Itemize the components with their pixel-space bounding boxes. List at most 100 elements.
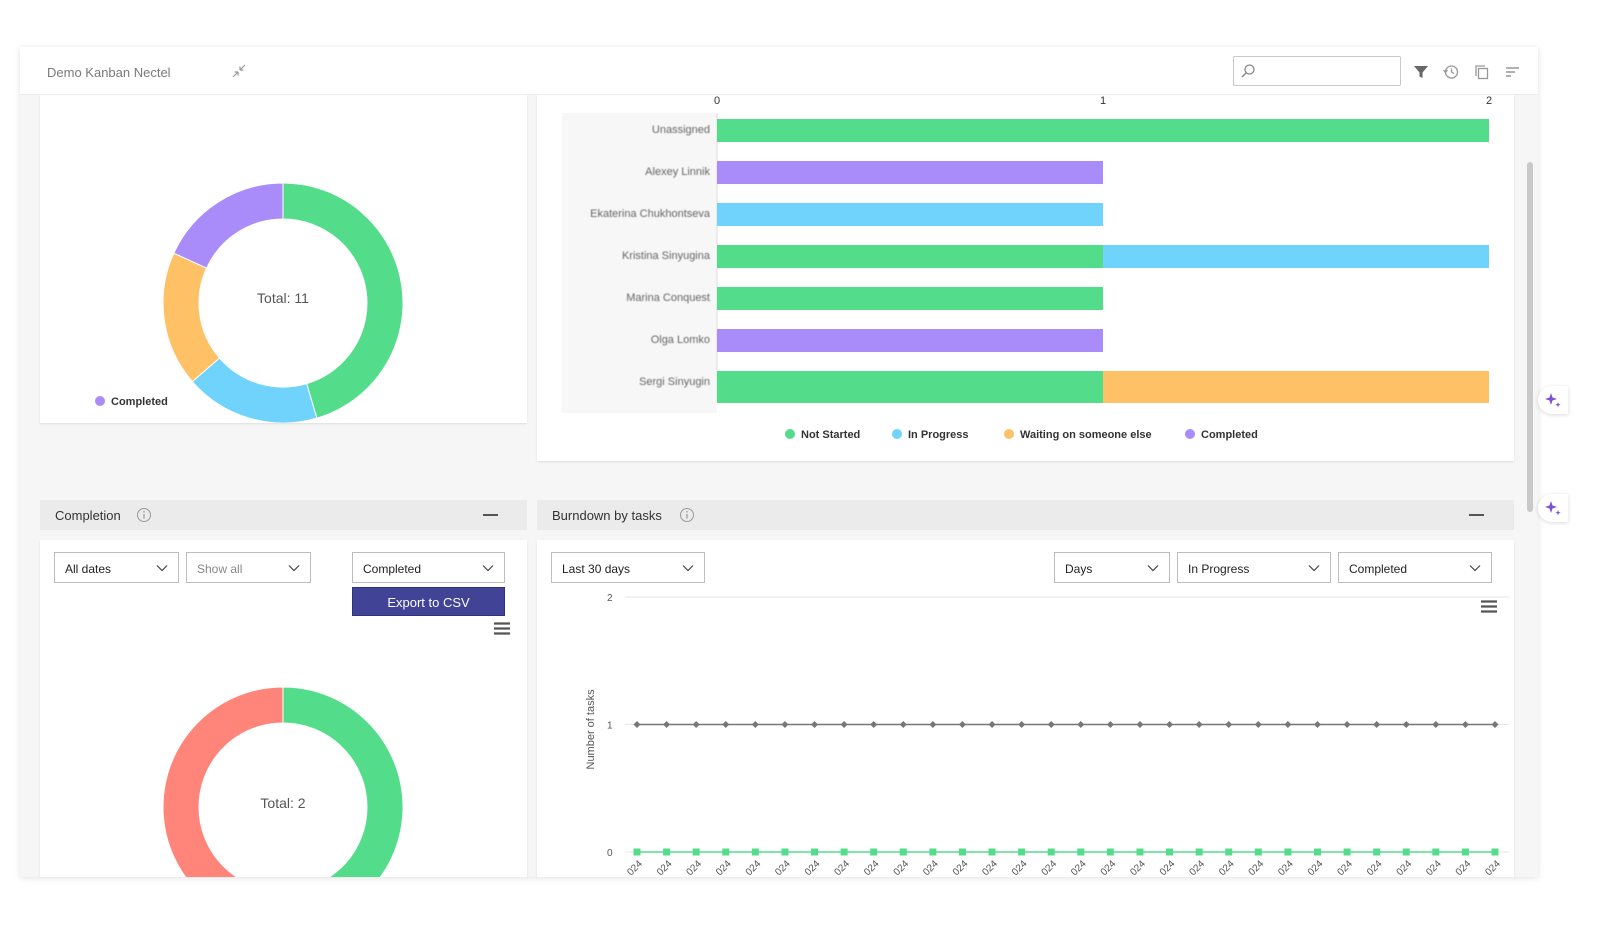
data-point[interactable] <box>958 721 966 728</box>
legend-item[interactable]: In Progress <box>892 429 969 441</box>
copy-icon[interactable] <box>1473 63 1491 81</box>
unit-select[interactable]: Days <box>1054 552 1170 583</box>
data-point[interactable] <box>870 848 878 856</box>
scrollbar-thumb[interactable] <box>1527 162 1533 512</box>
data-point[interactable] <box>1491 848 1499 856</box>
data-point[interactable] <box>1195 848 1203 856</box>
data-point[interactable] <box>1047 721 1055 728</box>
series-b-select[interactable]: Completed <box>1338 552 1492 583</box>
data-point[interactable] <box>1047 848 1055 856</box>
bar-not-started[interactable] <box>717 245 1103 268</box>
data-point[interactable] <box>1461 848 1469 856</box>
data-point[interactable] <box>633 848 641 856</box>
info-icon[interactable] <box>679 507 695 523</box>
data-point[interactable] <box>1343 848 1351 856</box>
export-csv-button[interactable]: Export to CSV <box>352 587 505 616</box>
bar-not-started[interactable] <box>717 119 1489 142</box>
data-point[interactable] <box>1166 848 1174 856</box>
data-point[interactable] <box>1402 721 1410 728</box>
data-point[interactable] <box>1461 721 1469 728</box>
status-slice-not-started[interactable] <box>282 183 403 419</box>
data-point[interactable] <box>1313 848 1321 856</box>
data-point[interactable] <box>1254 848 1262 856</box>
legend-item[interactable]: Not Started <box>785 429 860 441</box>
data-point[interactable] <box>1432 721 1440 728</box>
data-point[interactable] <box>692 848 700 856</box>
ai-assist-button-2[interactable] <box>1538 494 1568 522</box>
data-point[interactable] <box>722 721 730 728</box>
chart-menu-icon[interactable] <box>1481 600 1497 613</box>
data-point[interactable] <box>633 721 641 728</box>
data-point[interactable] <box>988 721 996 728</box>
bar-waiting-on-someone-else[interactable] <box>1103 371 1489 403</box>
data-point[interactable] <box>751 848 759 856</box>
data-point[interactable] <box>1077 848 1085 856</box>
data-point[interactable] <box>781 848 789 856</box>
bar-not-started[interactable] <box>717 287 1103 310</box>
data-point[interactable] <box>1225 848 1233 856</box>
filter-icon[interactable] <box>1412 63 1430 81</box>
minimize-burndown-button[interactable] <box>1469 514 1484 516</box>
bar-in-progress[interactable] <box>717 203 1103 226</box>
data-point[interactable] <box>781 721 789 728</box>
search-input[interactable] <box>1233 56 1401 86</box>
data-point[interactable] <box>929 721 937 728</box>
status-select[interactable]: Completed <box>352 552 505 583</box>
series-a-select[interactable]: In Progress <box>1177 552 1331 583</box>
data-point[interactable] <box>1284 721 1292 728</box>
data-point[interactable] <box>1106 848 1114 856</box>
data-point[interactable] <box>1077 721 1085 728</box>
data-point[interactable] <box>692 721 700 728</box>
collapse-icon[interactable] <box>231 63 247 79</box>
data-point[interactable] <box>1402 848 1410 856</box>
data-point[interactable] <box>899 721 907 728</box>
data-point[interactable] <box>1018 848 1026 856</box>
status-slice-in-progress[interactable] <box>191 357 318 423</box>
data-point[interactable] <box>663 848 671 856</box>
data-point[interactable] <box>751 721 759 728</box>
data-point[interactable] <box>1136 721 1144 728</box>
data-point[interactable] <box>1254 721 1262 728</box>
data-point[interactable] <box>840 721 848 728</box>
data-point[interactable] <box>958 848 966 856</box>
data-point[interactable] <box>988 848 996 856</box>
sort-icon[interactable] <box>1504 63 1522 81</box>
data-point[interactable] <box>1373 721 1381 728</box>
data-point[interactable] <box>811 848 819 856</box>
data-point[interactable] <box>1343 721 1351 728</box>
data-point[interactable] <box>1373 848 1381 856</box>
minimize-completion-button[interactable] <box>483 514 498 516</box>
bar-not-started[interactable] <box>717 371 1103 403</box>
show-select[interactable]: Show all <box>186 552 311 583</box>
range-select[interactable]: Last 30 days <box>551 552 705 583</box>
data-point[interactable] <box>1432 848 1440 856</box>
bar-completed[interactable] <box>717 329 1103 352</box>
legend-item[interactable]: Waiting on someone else <box>1004 429 1152 441</box>
data-point[interactable] <box>899 848 907 856</box>
data-point[interactable] <box>929 848 937 856</box>
bar-in-progress[interactable] <box>1103 245 1489 268</box>
status-legend-completed[interactable]: Completed <box>95 396 168 408</box>
data-point[interactable] <box>1166 721 1174 728</box>
data-point[interactable] <box>1313 721 1321 728</box>
data-point[interactable] <box>1106 721 1114 728</box>
data-point[interactable] <box>811 721 819 728</box>
ai-assist-button[interactable] <box>1538 386 1568 414</box>
chart-menu-icon[interactable] <box>494 622 510 635</box>
info-icon[interactable] <box>136 507 152 523</box>
legend-item[interactable]: Completed <box>1185 429 1258 441</box>
status-slice-waiting-on-someone-else[interactable] <box>163 252 221 383</box>
data-point[interactable] <box>1284 848 1292 856</box>
data-point[interactable] <box>1018 721 1026 728</box>
data-point[interactable] <box>1136 848 1144 856</box>
data-point[interactable] <box>663 721 671 728</box>
data-point[interactable] <box>840 848 848 856</box>
data-point[interactable] <box>1225 721 1233 728</box>
dates-select[interactable]: All dates <box>54 552 179 583</box>
bar-completed[interactable] <box>717 161 1103 184</box>
completion-slice-completed[interactable] <box>282 687 403 877</box>
data-point[interactable] <box>870 721 878 728</box>
data-point[interactable] <box>1491 721 1499 728</box>
data-point[interactable] <box>1195 721 1203 728</box>
status-slice-completed[interactable] <box>173 183 284 269</box>
